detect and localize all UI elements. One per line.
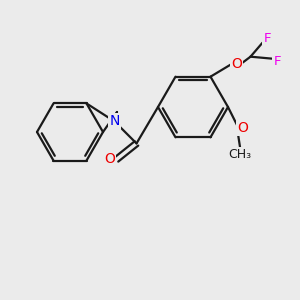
Text: N: N [109, 114, 120, 128]
Text: O: O [104, 152, 115, 167]
Text: CH₃: CH₃ [228, 148, 252, 161]
Text: O: O [238, 121, 248, 135]
Text: O: O [231, 57, 242, 71]
Text: F: F [274, 55, 281, 68]
Text: F: F [264, 32, 271, 45]
